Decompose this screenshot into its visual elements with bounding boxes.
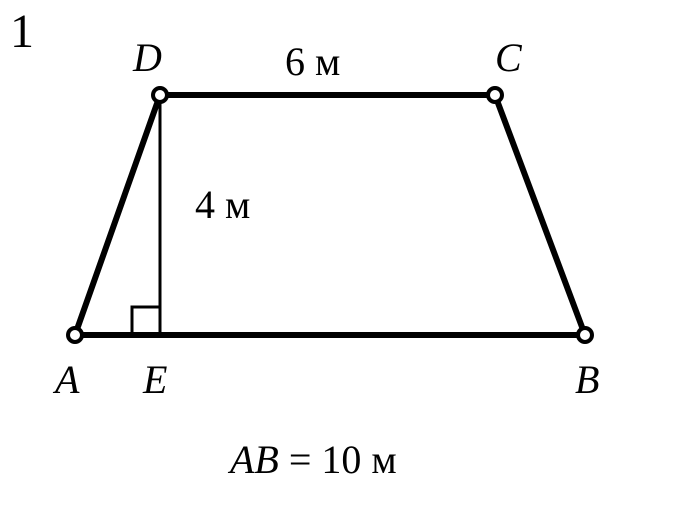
label-c: C bbox=[495, 38, 522, 78]
vertex-a bbox=[68, 328, 82, 342]
measure-dc: 6 м bbox=[285, 42, 340, 82]
diagram-stage: 1 D C A E B 6 м 4 м AB = 10 м bbox=[0, 0, 678, 515]
vertex-c bbox=[488, 88, 502, 102]
measure-de: 4 м bbox=[195, 185, 250, 225]
equation-ab-rhs: = 10 м bbox=[289, 437, 397, 482]
label-b: B bbox=[575, 360, 599, 400]
label-e: E bbox=[143, 360, 167, 400]
vertex-b bbox=[578, 328, 592, 342]
trapezoid-shape bbox=[75, 95, 585, 335]
label-d: D bbox=[133, 38, 162, 78]
vertex-d bbox=[153, 88, 167, 102]
right-angle-marker bbox=[132, 307, 160, 335]
equation-ab: AB = 10 м bbox=[230, 440, 397, 480]
label-a: A bbox=[55, 360, 79, 400]
equation-ab-lhs: AB bbox=[230, 437, 279, 482]
